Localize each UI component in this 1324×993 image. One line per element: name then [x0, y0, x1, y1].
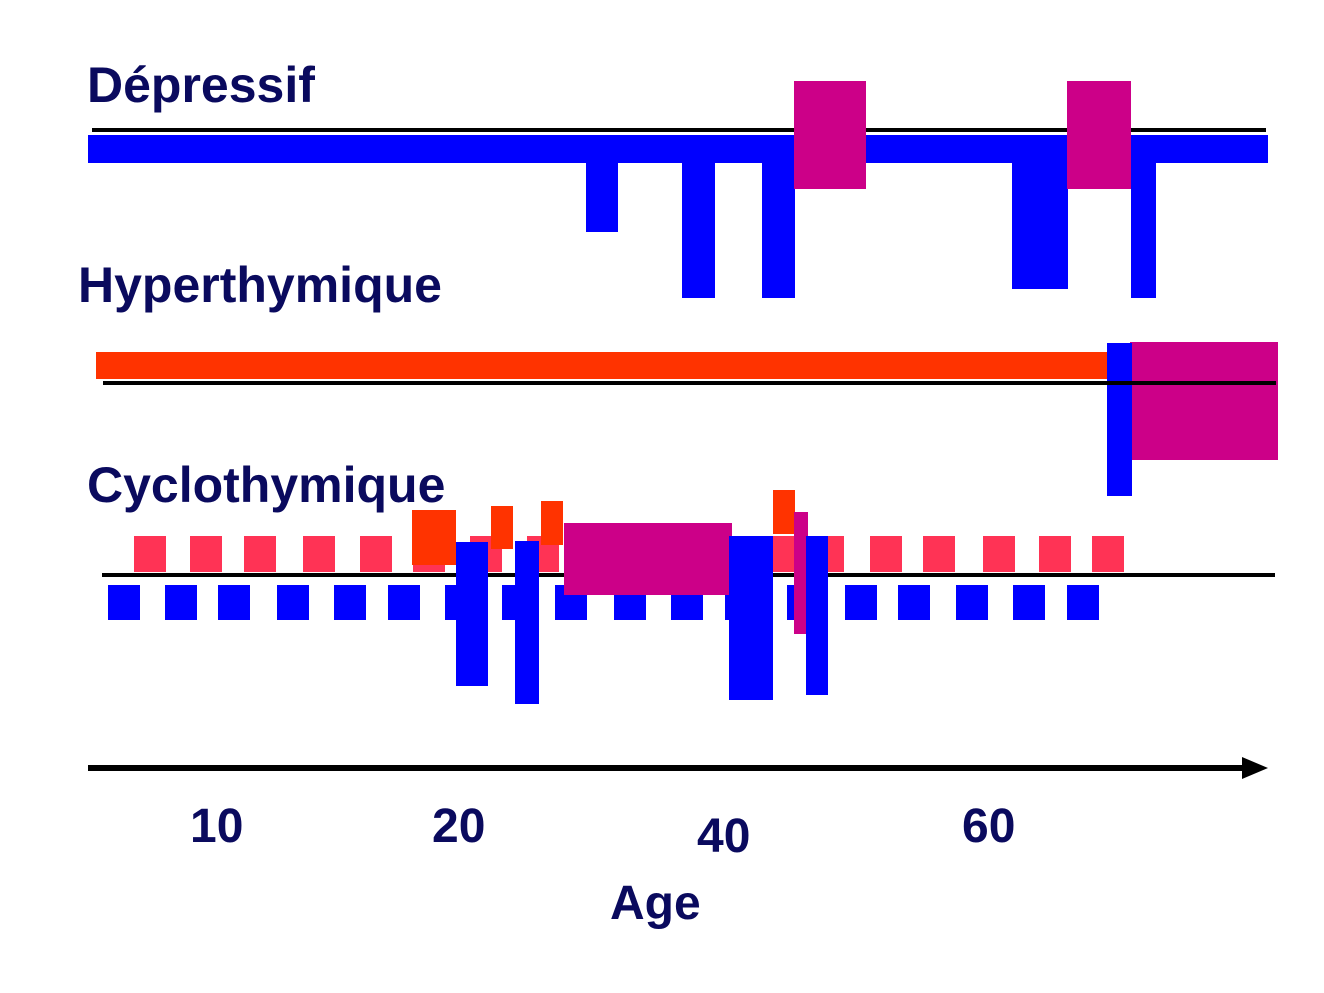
cyclothymic-down-swing	[165, 585, 197, 620]
age-axis-label: Age	[610, 877, 701, 930]
cyclothymic-down-swing	[845, 585, 877, 620]
hypomanic-episode	[773, 490, 795, 534]
depressive-episode	[456, 542, 488, 686]
cyclothymic-up-swing	[303, 536, 335, 572]
depressive-episode	[1107, 343, 1132, 496]
cyclothymic-down-swing	[956, 585, 988, 620]
row-label-cyclothymique: Cyclothymique	[87, 457, 446, 513]
hypomanic-episode	[412, 510, 456, 565]
cyclothymic-up-swing	[360, 536, 392, 572]
cyclothymic-down-swing	[108, 585, 140, 620]
age-tick-20: 20	[432, 800, 486, 853]
depressive-episode	[1012, 135, 1068, 289]
age-tick-60: 60	[962, 800, 1016, 853]
mixed-episode	[1067, 81, 1131, 189]
mixed-episode	[794, 81, 866, 189]
depressive-episode	[806, 536, 828, 695]
age-tick-10: 10	[190, 800, 244, 853]
age-tick-40: 40	[697, 810, 751, 863]
cyclothymic-down-swing	[218, 585, 250, 620]
hypomanic-episode	[491, 506, 513, 549]
cyclothymic-up-swing	[870, 536, 902, 572]
cyclothymic-down-swing	[1067, 585, 1099, 620]
mixed-episode	[564, 523, 732, 595]
depressive-episode	[729, 536, 773, 700]
hyperthymic-mood-band	[96, 352, 1121, 379]
depressive-episode	[682, 135, 715, 298]
depressive-episode	[762, 135, 795, 298]
depressive-episode	[586, 135, 618, 232]
cyclothymic-up-swing	[1039, 536, 1071, 572]
cyclothymic-down-swing	[334, 585, 366, 620]
hypomanic-episode	[541, 501, 563, 545]
cyclothymic-down-swing	[277, 585, 309, 620]
cyclothymic-down-swing	[388, 585, 420, 620]
age-axis-arrowhead-icon	[1242, 757, 1268, 779]
cyclothymic-down-swing	[898, 585, 930, 620]
mixed-episode	[1130, 342, 1278, 460]
cyclothymic-up-swing	[1092, 536, 1124, 572]
row-label-depressif: Dépressif	[87, 57, 315, 113]
depressive-episode	[1131, 135, 1156, 298]
cyclothymic-up-swing	[923, 536, 955, 572]
cyclothymic-up-swing	[244, 536, 276, 572]
depressive-episode	[515, 541, 539, 704]
cyclothymic-up-swing	[983, 536, 1015, 572]
mixed-episode	[794, 512, 808, 634]
row-label-hyperthymique: Hyperthymique	[78, 257, 442, 313]
cyclothymic-up-swing	[190, 536, 222, 572]
cyclothymic-up-swing	[134, 536, 166, 572]
cyclothymic-down-swing	[1013, 585, 1045, 620]
